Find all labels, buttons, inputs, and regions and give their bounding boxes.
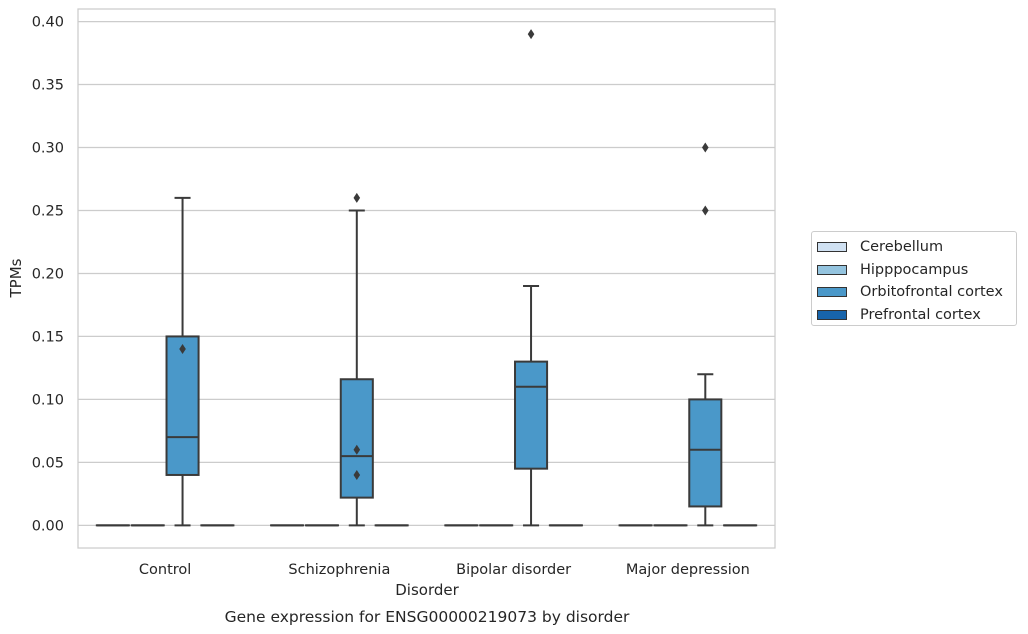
box-body [514, 360, 549, 470]
y-tick-label: 0.15 [32, 329, 64, 345]
box-2-3 [688, 142, 723, 527]
legend-swatch [817, 309, 847, 320]
legend-item: Cerebellum [817, 236, 1016, 259]
legend-label: Hipppocampus [860, 261, 969, 278]
y-axis-label: TPMs [7, 258, 25, 298]
x-axis-label: Disorder [395, 581, 459, 599]
x-tick-label: Bipolar disorder [456, 562, 571, 578]
box-2-2 [514, 29, 549, 527]
chart-title: Gene expression for ENSG00000219073 by d… [225, 608, 630, 626]
y-tick-label: 0.05 [32, 455, 64, 471]
y-tick-label: 0.35 [32, 78, 64, 94]
legend-swatch [817, 287, 847, 298]
boxes [95, 29, 758, 527]
y-tick-label: 0.25 [32, 203, 64, 219]
outlier-point [527, 29, 535, 40]
outlier-point [179, 344, 186, 355]
box-body [688, 398, 723, 508]
legend-item: Orbitofrontal cortex [817, 281, 1016, 304]
legend-item: Hipppocampus [817, 259, 1016, 282]
box-2-0 [165, 196, 200, 527]
y-tick-label: 0.40 [32, 15, 64, 31]
plot-frame [77, 8, 776, 549]
legend-swatch [817, 264, 847, 275]
box-body [165, 335, 200, 476]
x-tick-labels: Control Schizophrenia Bipolar disorder Majo… [139, 562, 750, 578]
x-tick-label: Control [139, 562, 191, 578]
y-tick-label: 0.20 [32, 266, 64, 282]
outlier-point [353, 192, 361, 203]
legend-label: Prefrontal cortex [860, 306, 981, 323]
legend-label: Cerebellum [860, 239, 944, 256]
y-tick-label: 0.00 [32, 518, 64, 534]
box-2-1 [339, 192, 374, 527]
outlier-point [702, 142, 709, 153]
x-tick-label: Major depression [626, 562, 750, 578]
outlier-point [353, 444, 361, 455]
x-tick-label: Schizophrenia [288, 562, 390, 578]
legend-swatch [817, 242, 847, 253]
y-tick-label: 0.30 [32, 141, 64, 157]
y-tick-labels: 0.00 0.05 0.10 0.15 0.20 0.25 0.30 0.35 0.40 [32, 15, 64, 535]
outlier-point [702, 205, 709, 216]
legend: Cerebellum Hipppocampus Orbitofrontal cort… [811, 231, 1017, 326]
legend-label: Orbitofrontal cortex [860, 284, 1003, 301]
y-tick-label: 0.10 [32, 392, 64, 408]
legend-item: Prefrontal cortex [817, 304, 1016, 327]
outlier-point [353, 469, 361, 480]
